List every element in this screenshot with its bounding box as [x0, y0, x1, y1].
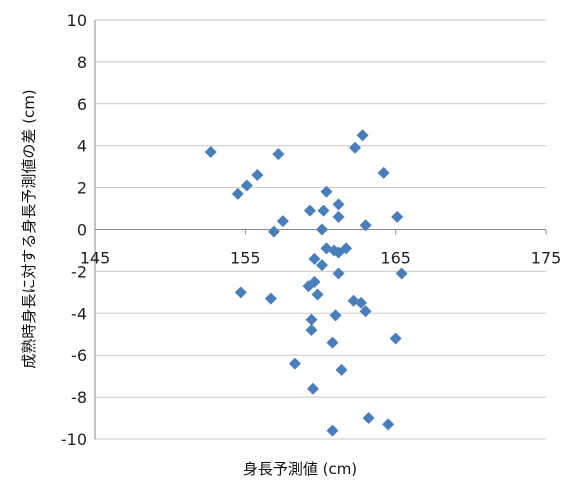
data-point — [355, 296, 368, 309]
data-point — [382, 418, 395, 431]
y-tick-label: -4 — [71, 304, 87, 323]
data-point — [305, 313, 318, 326]
x-tick-label: 175 — [531, 249, 562, 268]
data-point — [329, 309, 342, 322]
data-point — [326, 336, 339, 349]
data-points — [204, 129, 408, 437]
data-point — [308, 252, 321, 265]
x-axis-label: 身長予測値 (cm) — [243, 460, 357, 478]
data-point — [234, 286, 247, 299]
data-point — [240, 179, 253, 192]
y-tick-label: 0 — [77, 221, 87, 240]
y-tick-label: -8 — [71, 388, 87, 407]
data-point — [302, 280, 315, 293]
y-tick-label: 10 — [67, 11, 87, 30]
data-point — [204, 145, 217, 158]
data-point — [267, 225, 280, 238]
y-axis-label: 成熟時身長に対する身長予測値の差 (cm) — [20, 89, 38, 368]
data-point — [326, 424, 339, 437]
data-point — [359, 219, 372, 232]
data-point — [362, 412, 375, 425]
data-point — [395, 267, 408, 280]
data-point — [272, 148, 285, 161]
data-point — [288, 357, 301, 370]
data-point — [264, 292, 277, 305]
y-tick-label: -6 — [71, 346, 87, 365]
data-point — [305, 324, 318, 337]
data-point — [332, 210, 345, 223]
data-point — [391, 210, 404, 223]
data-point — [389, 332, 402, 345]
y-tick-label: 2 — [77, 179, 87, 198]
data-point — [306, 382, 319, 395]
data-point — [320, 185, 333, 198]
data-point — [316, 223, 329, 236]
y-tick-label: 6 — [77, 95, 87, 114]
x-tick-label: 145 — [80, 249, 111, 268]
y-tick-label: -2 — [71, 262, 87, 281]
x-tick-label: 155 — [230, 249, 261, 268]
data-point — [311, 288, 324, 301]
gridlines — [95, 19, 546, 440]
y-tick-label: -10 — [61, 430, 87, 449]
data-point — [332, 267, 345, 280]
data-point — [335, 363, 348, 376]
data-point — [251, 169, 264, 182]
data-point — [356, 129, 369, 142]
data-point — [340, 242, 353, 255]
data-point — [276, 215, 289, 228]
y-tick-label: 8 — [77, 53, 87, 72]
x-tick-label: 165 — [380, 249, 411, 268]
data-point — [349, 141, 362, 154]
data-point — [328, 244, 341, 257]
y-tick-labels: -10 -8 -6 -4 -2 0 2 4 6 8 10 — [61, 11, 87, 449]
x-tick-labels: 145 155 165 175 — [80, 249, 562, 268]
data-point — [359, 305, 372, 318]
data-point — [377, 166, 390, 179]
data-point — [303, 204, 316, 217]
data-point — [316, 259, 329, 272]
data-point — [231, 187, 244, 200]
data-point — [317, 204, 330, 217]
y-tick-label: 4 — [77, 137, 87, 156]
data-point — [332, 198, 345, 211]
